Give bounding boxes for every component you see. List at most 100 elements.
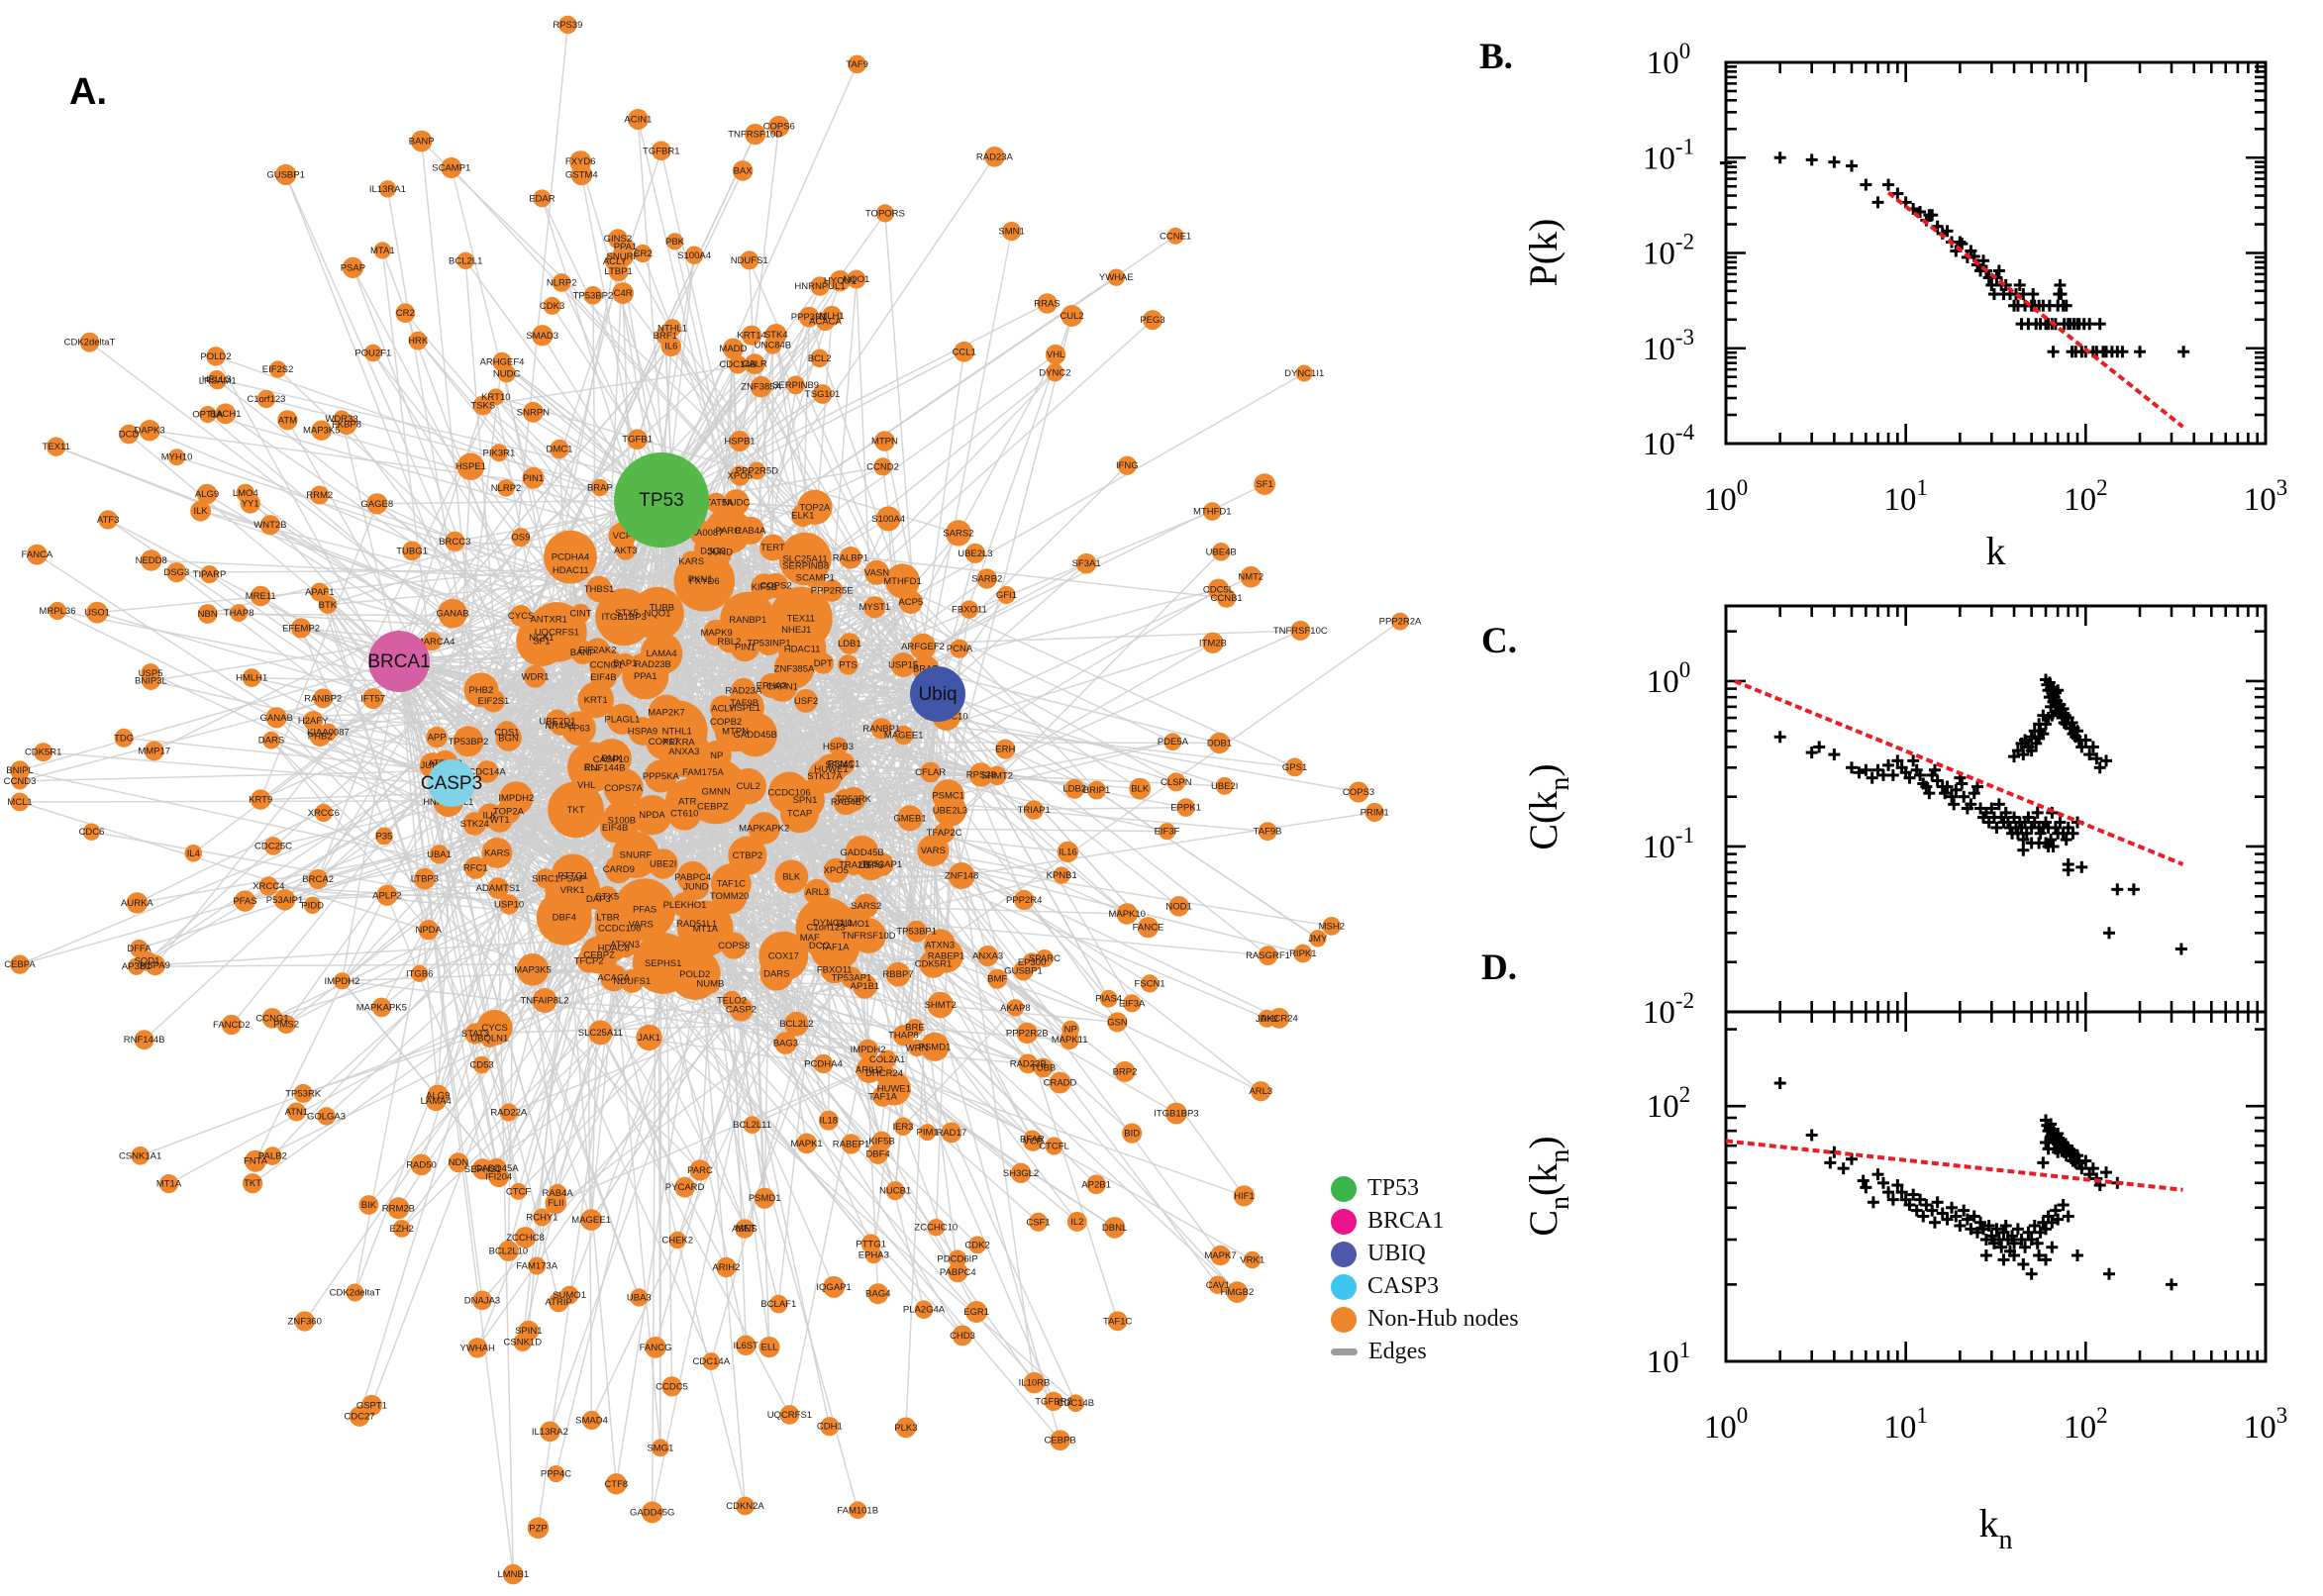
- network-node: [786, 375, 805, 395]
- network-node-label: UBE2L3: [933, 805, 967, 816]
- hub-node-ubiq: [910, 666, 965, 722]
- charts-panel: 100 101 102 10310010-110-210-310-4kP(k)1001…: [1521, 39, 2288, 1555]
- network-node-label: UBE2L3: [958, 549, 992, 559]
- network-node: [1293, 944, 1313, 963]
- network-node-label: YWHAE: [1099, 272, 1134, 283]
- network-node-label: XRCC4: [252, 881, 284, 892]
- node-swatch-icon: [1331, 1306, 1357, 1333]
- network-node-label: BAG3: [773, 1039, 798, 1049]
- network-node-label: TKT: [567, 805, 585, 816]
- network-node: [1391, 612, 1409, 631]
- network-node-label: LAMA4: [647, 648, 677, 659]
- network-node: [467, 1338, 488, 1358]
- network-node-label: SARS2: [943, 528, 973, 539]
- network-node: [1207, 578, 1230, 601]
- network-edge: [732, 348, 939, 695]
- network-node: [821, 305, 843, 327]
- network-node: [550, 439, 569, 459]
- network-node-label: IL16: [1059, 847, 1077, 857]
- network-node: [710, 863, 752, 905]
- network-node-label: CCND2: [866, 461, 899, 472]
- network-node: [1117, 455, 1137, 475]
- network-node: [1165, 1102, 1187, 1125]
- network-edge: [259, 798, 663, 964]
- network-node: [732, 160, 754, 181]
- network-node-label: BLK: [1131, 784, 1150, 795]
- network-node-label: PCDHA4: [804, 1058, 843, 1069]
- network-node-label: BAG4: [865, 1289, 890, 1300]
- network-node-label: MAGEE1: [571, 1215, 611, 1226]
- network-node-label: RASGRF1: [1246, 950, 1290, 961]
- network-node: [346, 1283, 364, 1302]
- network-node-label: LRSAM1: [199, 375, 237, 386]
- network-node: [841, 1134, 861, 1154]
- plot-frame: [1724, 60, 2268, 446]
- network-node-label: IL13RA2: [532, 1427, 568, 1438]
- network-node-label: TOP2A: [799, 502, 831, 513]
- network-node: [499, 781, 534, 816]
- network-node-label: TOMM20: [710, 891, 749, 902]
- network-node: [1013, 889, 1035, 911]
- network-node: [262, 731, 280, 749]
- network-edge: [245, 782, 453, 902]
- network-node-label: CCND3: [4, 776, 37, 787]
- network-node-label: CR2: [634, 249, 653, 259]
- network-node-label: ACLY: [711, 704, 736, 715]
- network-node-label: CLSPN: [1161, 777, 1192, 788]
- network-node: [1166, 772, 1186, 792]
- network-node: [527, 602, 587, 662]
- network-node-label: ACACA: [809, 317, 842, 328]
- network-node-label: SH3GL2: [1003, 1168, 1039, 1179]
- network-node-label: ARIH2: [856, 1065, 883, 1076]
- x-tick-label: 103: [2244, 1403, 2288, 1446]
- network-node: [27, 544, 48, 565]
- network-node-label: COPS6: [763, 122, 795, 133]
- network-node-label: CCNG1: [255, 1013, 288, 1024]
- network-node: [948, 862, 975, 889]
- network-node-label: HSPB1: [724, 437, 755, 448]
- network-node: [867, 1283, 889, 1305]
- network-node-label: RNF144B: [584, 763, 626, 774]
- network-node-label: MSH2: [1319, 921, 1345, 932]
- network-node-label: RAD23A: [725, 685, 762, 696]
- network-node-label: BCL2L1: [449, 255, 482, 266]
- network-node-label: S100A4: [677, 250, 711, 261]
- network-node: [754, 1187, 775, 1209]
- network-node: [736, 1335, 757, 1356]
- network-node-label: TNFRSF10D: [842, 931, 896, 942]
- network-node-label: IL6ST: [734, 1341, 759, 1351]
- network-node-label: SEPHS1: [464, 1164, 502, 1175]
- y-tick-label: 100: [1647, 39, 1691, 81]
- network-node-label: FLII: [548, 1198, 563, 1209]
- network-node-label: CDK5R1: [25, 748, 62, 758]
- network-node: [668, 1231, 686, 1249]
- network-edge: [793, 667, 1177, 783]
- network-node-label: GADD45B: [840, 848, 883, 858]
- network-node: [375, 827, 393, 846]
- network-node: [119, 424, 139, 445]
- network-node-label: TFCP2: [574, 956, 604, 967]
- network-edge: [398, 530, 729, 662]
- network-node-label: EIF3F: [1155, 827, 1180, 838]
- network-node: [677, 900, 734, 957]
- network-node-label: RAB4A: [543, 1188, 574, 1199]
- network-node-label: NOD1: [1165, 901, 1191, 912]
- network-node-label: KRT14: [737, 331, 765, 342]
- network-node-label: ARHGEF4: [480, 356, 525, 367]
- network-node-label: TRIAP1: [1018, 805, 1051, 816]
- network-node-label: PDE5A: [1158, 737, 1189, 748]
- network-node-label: STK24: [460, 819, 489, 830]
- network-node: [948, 1261, 968, 1283]
- network-node-label: PLEKHO1: [663, 900, 707, 911]
- network-node: [656, 326, 675, 346]
- network-node: [230, 604, 249, 622]
- network-node-label: ATRIP: [546, 1297, 572, 1308]
- network-edge: [569, 320, 827, 558]
- network-node-label: CSNK1D: [504, 1338, 543, 1348]
- network-node-label: SEPHS1: [645, 958, 682, 969]
- network-node: [1086, 1174, 1106, 1195]
- network-node: [1168, 896, 1189, 917]
- network-node: [1163, 733, 1182, 751]
- network-node: [273, 889, 296, 911]
- network-node: [702, 1352, 721, 1370]
